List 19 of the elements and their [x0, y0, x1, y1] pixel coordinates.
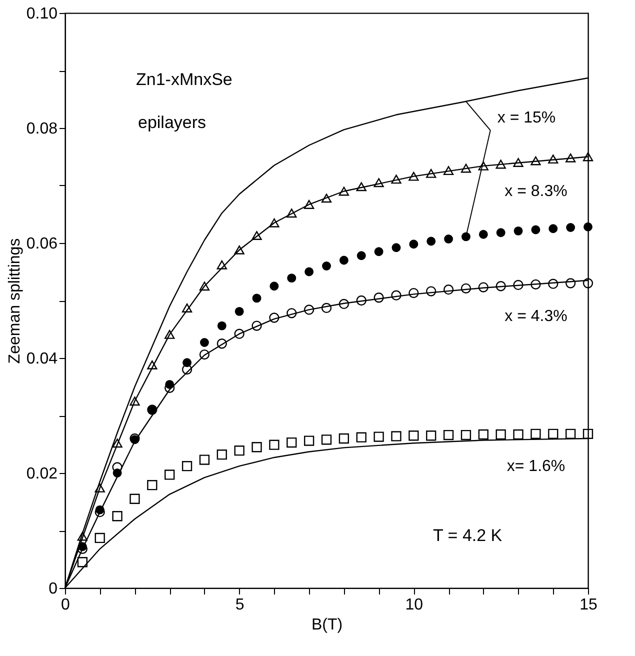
- y-tick-label: 0: [48, 580, 58, 598]
- y-tick-label: 0.10: [26, 6, 58, 22]
- y-tick-label: 0.04: [26, 350, 58, 368]
- annotation: x= 1.6%: [506, 458, 566, 475]
- x-axis-title: B(T): [311, 616, 343, 634]
- y-tick-label: 0.08: [26, 120, 58, 138]
- annotation: Zn1-xMnxSe: [136, 70, 232, 89]
- annotation: x = 4.3%: [504, 308, 568, 325]
- y-tick-label: 0.06: [26, 236, 58, 252]
- annotation: x = 8.3%: [504, 183, 568, 200]
- x-tick-label: 15: [580, 596, 598, 614]
- x-tick-label: 10: [405, 596, 424, 614]
- y-tick-label: 0.02: [26, 466, 58, 482]
- x-tick-label: 5: [235, 596, 244, 614]
- annotation: epilayers: [138, 113, 206, 132]
- x-tick-label: 0: [61, 596, 70, 614]
- annotation: T = 4.2 K: [433, 526, 503, 545]
- annotation: x = 15%: [497, 109, 556, 126]
- y-axis-title: Zeeman splittings: [6, 238, 24, 364]
